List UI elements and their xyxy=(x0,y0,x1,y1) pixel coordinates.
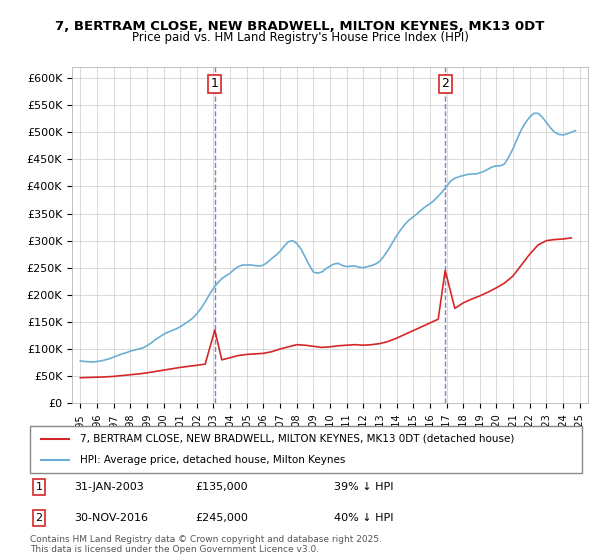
Text: £245,000: £245,000 xyxy=(196,513,248,523)
Text: £135,000: £135,000 xyxy=(196,482,248,492)
Text: Price paid vs. HM Land Registry's House Price Index (HPI): Price paid vs. HM Land Registry's House … xyxy=(131,31,469,44)
Text: Contains HM Land Registry data © Crown copyright and database right 2025.
This d: Contains HM Land Registry data © Crown c… xyxy=(30,535,382,554)
Text: 39% ↓ HPI: 39% ↓ HPI xyxy=(334,482,393,492)
FancyBboxPatch shape xyxy=(30,426,582,473)
Text: 30-NOV-2016: 30-NOV-2016 xyxy=(74,513,148,523)
Text: 2: 2 xyxy=(441,77,449,90)
Text: 7, BERTRAM CLOSE, NEW BRADWELL, MILTON KEYNES, MK13 0DT: 7, BERTRAM CLOSE, NEW BRADWELL, MILTON K… xyxy=(55,20,545,32)
Text: 1: 1 xyxy=(211,77,219,90)
Text: 1: 1 xyxy=(35,482,43,492)
Text: 7, BERTRAM CLOSE, NEW BRADWELL, MILTON KEYNES, MK13 0DT (detached house): 7, BERTRAM CLOSE, NEW BRADWELL, MILTON K… xyxy=(80,434,514,444)
Text: 40% ↓ HPI: 40% ↓ HPI xyxy=(334,513,393,523)
Text: 31-JAN-2003: 31-JAN-2003 xyxy=(74,482,144,492)
Text: 2: 2 xyxy=(35,513,43,523)
Text: HPI: Average price, detached house, Milton Keynes: HPI: Average price, detached house, Milt… xyxy=(80,455,345,465)
